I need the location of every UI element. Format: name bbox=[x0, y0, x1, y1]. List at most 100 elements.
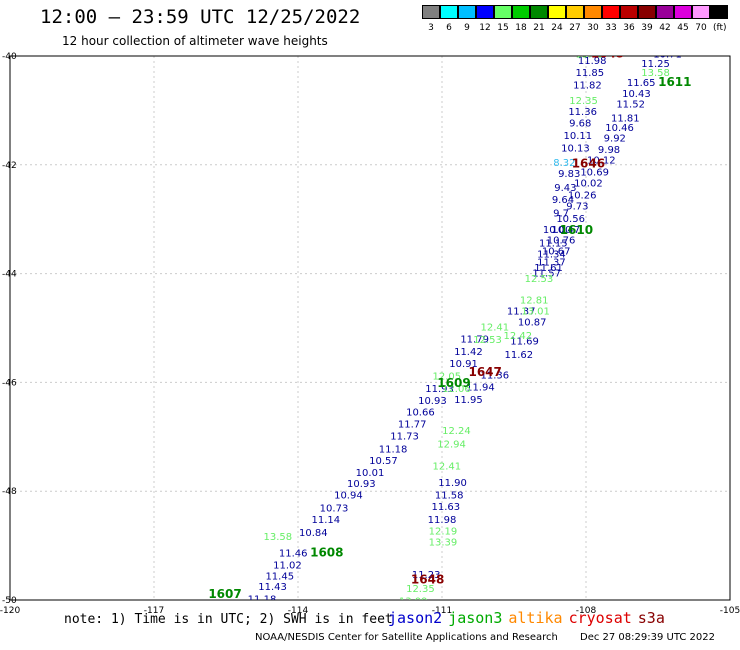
wave-height-label-jason2: 11.90 bbox=[215, 634, 244, 645]
color-swatch bbox=[638, 5, 656, 19]
wave-height-label-jason2: 11.65 bbox=[627, 78, 656, 89]
wave-height-label-jason2: 9.64 bbox=[552, 195, 574, 206]
wave-height-label-jason3: 12.94 bbox=[437, 440, 466, 451]
wave-height-label-jason3: 12.35 bbox=[569, 96, 598, 107]
time-label: 1611 bbox=[658, 75, 691, 89]
color-scale-label: 36 bbox=[623, 23, 635, 33]
wave-height-label-jason2: 11.62 bbox=[504, 350, 533, 361]
wave-height-label-jason3: 12.53 bbox=[525, 274, 554, 285]
wave-height-label-jason2: 11.82 bbox=[573, 81, 602, 92]
plot-frame bbox=[9, 55, 731, 601]
wave-height-label-jason2: 9.92 bbox=[604, 133, 626, 144]
satellite-legend-altika: altika bbox=[508, 609, 563, 627]
y-tick-label: -46 bbox=[2, 378, 17, 388]
wave-height-label-jason2: 11.77 bbox=[398, 420, 427, 431]
footer-note: note: 1) Time is in UTC; 2) SWH is in fe… bbox=[64, 612, 393, 627]
wave-height-label-jason2: 10.71 bbox=[653, 50, 682, 61]
time-label: 1645 bbox=[591, 47, 624, 61]
color-swatch bbox=[512, 5, 530, 19]
wave-height-label-jason3: 12.19 bbox=[429, 527, 458, 538]
wave-height-label-jason2: 11.37 bbox=[537, 257, 566, 268]
wave-height-label-jason3: 12.24 bbox=[442, 426, 471, 437]
satellite-legend: jason2 jason3 altika cryosat s3a bbox=[388, 609, 671, 627]
wave-height-label-jason2: 11.93 bbox=[425, 384, 454, 395]
wave-height-label-jason3: 13.58 bbox=[641, 68, 670, 79]
wave-height-label-jason3: 12.35 bbox=[406, 584, 435, 595]
wave-height-label-jason2: 11.25 bbox=[641, 59, 670, 70]
wave-height-label-jason2: 11.45 bbox=[265, 571, 294, 582]
wave-height-label-jason2: 11.79 bbox=[460, 335, 489, 346]
wave-height-label-jason3: 12.42 bbox=[504, 331, 533, 342]
y-tick-label: -40 bbox=[2, 52, 17, 62]
wave-height-label-jason3: 12.81 bbox=[520, 296, 549, 307]
wave-height-label-jason2: 11.94 bbox=[466, 383, 495, 394]
y-tick-label: -48 bbox=[2, 487, 17, 497]
x-tick-label: -108 bbox=[576, 606, 597, 616]
color-swatch bbox=[656, 5, 674, 19]
time-label: 1647 bbox=[468, 365, 501, 379]
page-subtitle: 12 hour collection of altimeter wave hei… bbox=[62, 34, 328, 48]
wave-height-label-jason2: 10.73 bbox=[320, 503, 349, 514]
wave-height-label-jason2: 11.34 bbox=[537, 249, 566, 260]
x-tick-label: -111 bbox=[432, 606, 452, 616]
x-tick-label: -114 bbox=[288, 606, 309, 616]
wave-height-label-jason3: 12.06 bbox=[442, 384, 471, 395]
wave-height-label-jason2: 9.7 bbox=[553, 208, 569, 219]
wave-height-label-jason2: 11.36 bbox=[480, 371, 509, 382]
time-label: 1610 bbox=[560, 223, 593, 237]
wave-height-label-jason2: 10.67 bbox=[542, 247, 571, 258]
wave-height-label-jason2: 11.95 bbox=[454, 395, 483, 406]
color-scale-label: 9 bbox=[464, 23, 470, 33]
wave-height-label-jason2: 11.42 bbox=[454, 347, 483, 358]
color-scale-unit: (ft) bbox=[713, 23, 727, 33]
credit-text: NOAA/NESDIS Center for Satellite Applica… bbox=[255, 632, 558, 643]
wave-height-label-jason3: 13.01 bbox=[521, 306, 550, 317]
wave-height-label-jason3: 12.41 bbox=[480, 323, 509, 334]
wave-height-label-jason2: 10.01 bbox=[356, 468, 385, 479]
wave-height-label-jason2: 10.00 bbox=[543, 225, 572, 236]
wave-height-label-jason2: 11.02 bbox=[273, 560, 302, 571]
color-scale-label: 15 bbox=[497, 23, 509, 33]
wave-height-label-jason2: 9.83 bbox=[558, 169, 580, 180]
color-swatch bbox=[422, 5, 440, 19]
wave-height-label-jason2: 11.52 bbox=[616, 100, 645, 111]
wave-height-label-jason2: 11.90 bbox=[438, 478, 467, 489]
color-swatch bbox=[620, 5, 638, 19]
wave-height-label-jason2: 9.43 bbox=[554, 183, 576, 194]
wave-height-label-jason2: 9.98 bbox=[598, 145, 620, 156]
wave-height-label-jason3: 12.11 bbox=[202, 644, 231, 650]
wave-height-label-jason2: 10.56 bbox=[556, 214, 585, 225]
data-layer: 11.9811.8511.8211.369.6810.1110.139.839.… bbox=[202, 47, 691, 650]
wave-height-label-jason3: 13.39 bbox=[429, 538, 458, 549]
satellite-legend-s3a: s3a bbox=[637, 609, 665, 627]
wave-height-label-jason2: 10.26 bbox=[568, 191, 597, 202]
wave-height-label-cryosat: 8.32 bbox=[553, 158, 575, 169]
wave-height-label-jason2: 11.81 bbox=[611, 113, 640, 124]
wave-height-label-jason2: 10.84 bbox=[299, 528, 328, 539]
wave-height-label-jason2: 10.47 bbox=[552, 225, 581, 236]
color-scale-label: 3 bbox=[428, 23, 434, 33]
wave-height-label-jason2: 11.57 bbox=[532, 268, 561, 279]
wave-height-label-jason2: 11.37 bbox=[507, 306, 536, 317]
wave-height-label-jason2: 11.61 bbox=[534, 263, 563, 274]
color-swatch bbox=[458, 5, 476, 19]
color-scale-label: 21 bbox=[533, 23, 545, 33]
wave-height-label-jason2: 10.94 bbox=[334, 490, 363, 501]
color-scale-label: 12 bbox=[479, 23, 491, 33]
time-label: 1648 bbox=[411, 573, 444, 587]
color-scale-label: 33 bbox=[605, 23, 617, 33]
color-swatch bbox=[548, 5, 566, 19]
color-scale-label: 39 bbox=[641, 23, 653, 33]
wave-height-label-jason2: 11.46 bbox=[279, 548, 308, 559]
wave-height-label-jason2: 11.98 bbox=[428, 515, 457, 526]
wave-height-label-jason2: 11.14 bbox=[312, 515, 341, 526]
wave-height-label-jason2: 11.73 bbox=[390, 432, 419, 443]
wave-height-label-jason2: 10.12 bbox=[587, 156, 616, 167]
x-tick-label: -105 bbox=[720, 606, 740, 616]
wave-height-label-jason2: 10.93 bbox=[347, 479, 376, 490]
wave-height-label-jason2: 10.76 bbox=[547, 236, 576, 247]
y-tick-label: -42 bbox=[2, 161, 17, 171]
color-swatch bbox=[692, 5, 710, 19]
color-scale-label: 30 bbox=[587, 23, 599, 33]
